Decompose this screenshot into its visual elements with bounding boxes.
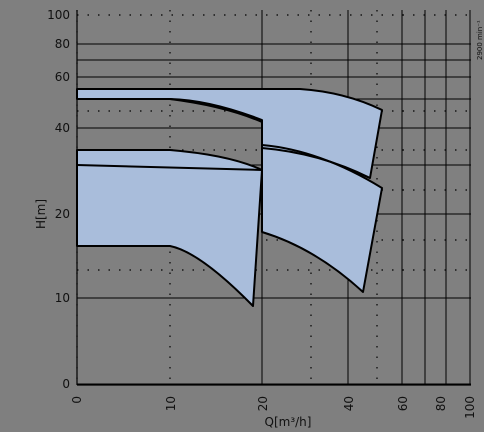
- area-series-3: [261, 144, 383, 293]
- x-tick-40: 40: [342, 396, 356, 411]
- area-series-2: [76, 149, 263, 307]
- x-tick-100: 100: [463, 396, 477, 419]
- y-tick-20: 20: [55, 207, 70, 221]
- x-tick-0: 0: [70, 396, 84, 404]
- y-tick-40: 40: [55, 121, 70, 135]
- x-tick-60: 60: [396, 396, 410, 411]
- division-curves: [76, 98, 371, 179]
- y-tick-10: 10: [55, 291, 70, 305]
- y-tick-80: 80: [55, 37, 70, 51]
- x-tick-10: 10: [164, 396, 178, 411]
- y-axis-label: H[m]: [34, 199, 48, 229]
- x-axis-label: Q[m³/h]: [265, 415, 312, 429]
- x-tick-80: 80: [434, 396, 448, 411]
- x-tick-20: 20: [256, 396, 270, 411]
- y-tick-100: 100: [47, 8, 70, 22]
- y-tick-60: 60: [55, 70, 70, 84]
- y-tick-labels: 100 80 60 40 20 10 0: [47, 8, 70, 391]
- y-tick-0: 0: [62, 377, 70, 391]
- x-tick-labels: 0 10 20 40 60 80 100: [70, 396, 477, 419]
- speed-label: 2900 min⁻¹: [476, 20, 484, 60]
